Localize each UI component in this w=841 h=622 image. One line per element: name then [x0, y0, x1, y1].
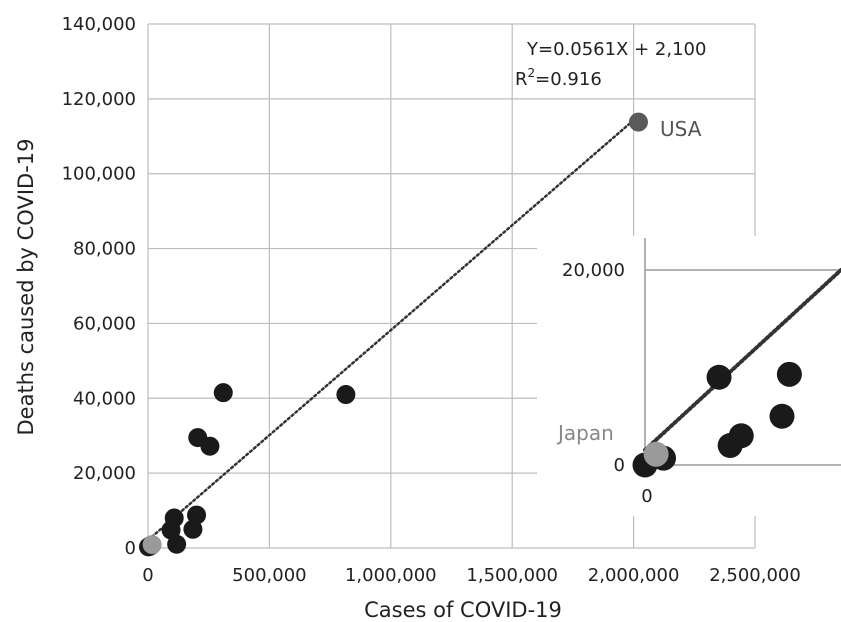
y-tick-label: 0 — [125, 538, 136, 559]
usa-label: USA — [660, 117, 702, 141]
x-tick-label: 500,000 — [232, 565, 306, 586]
y-tick-label: 100,000 — [62, 164, 136, 185]
y-tick-label: 40,000 — [73, 388, 136, 409]
data-point — [336, 385, 356, 405]
inset-chart: 20,000 0 0 Japan — [537, 236, 841, 516]
data-point — [200, 436, 220, 456]
main-tick-labels: 0 20,000 40,000 60,000 80,000 100,000 120,000 1… — [62, 14, 801, 586]
inset-data-point — [706, 364, 732, 390]
inset-x-tick-0: 0 — [641, 486, 652, 507]
regression-equation: Y=0.0561X + 2,100 — [526, 39, 706, 60]
inset-y-tick-20000: 20,000 — [562, 260, 625, 281]
inset-data-point — [717, 433, 743, 458]
main-points — [138, 112, 648, 557]
inset-data-point — [776, 361, 802, 387]
y-tick-label: 20,000 — [73, 463, 136, 484]
data-point — [164, 508, 184, 528]
inset-trendline — [643, 268, 841, 452]
r-squared-superscript: 2 — [528, 66, 536, 80]
x-tick-label: 1,500,000 — [466, 565, 558, 586]
inset-y-tick-0: 0 — [614, 455, 625, 476]
japan-point — [142, 535, 162, 555]
data-point — [213, 383, 233, 403]
inset-points — [632, 361, 802, 478]
r-squared-prefix: R — [515, 69, 528, 90]
y-tick-label: 120,000 — [62, 89, 136, 110]
inset-data-point — [769, 403, 795, 429]
data-point — [187, 505, 207, 525]
japan-label: Japan — [556, 421, 614, 445]
r-squared: R2=0.916 — [515, 66, 602, 90]
data-point — [167, 534, 187, 554]
x-axis-title: Cases of COVID-19 — [364, 598, 562, 622]
y-tick-label: 80,000 — [73, 239, 136, 260]
trendline — [146, 114, 640, 542]
x-tick-label: 2,500,000 — [709, 565, 801, 586]
inset-japan-point — [643, 441, 669, 467]
x-tick-label: 2,000,000 — [588, 565, 680, 586]
data-point — [183, 519, 203, 539]
r-squared-value: =0.916 — [535, 69, 602, 90]
usa-point — [628, 112, 648, 132]
y-axis-title: Deaths caused by COVID-19 — [14, 139, 38, 436]
x-tick-label: 1,000,000 — [345, 565, 437, 586]
y-tick-label: 60,000 — [73, 313, 136, 334]
x-tick-label: 0 — [142, 565, 153, 586]
y-tick-label: 140,000 — [62, 14, 136, 35]
